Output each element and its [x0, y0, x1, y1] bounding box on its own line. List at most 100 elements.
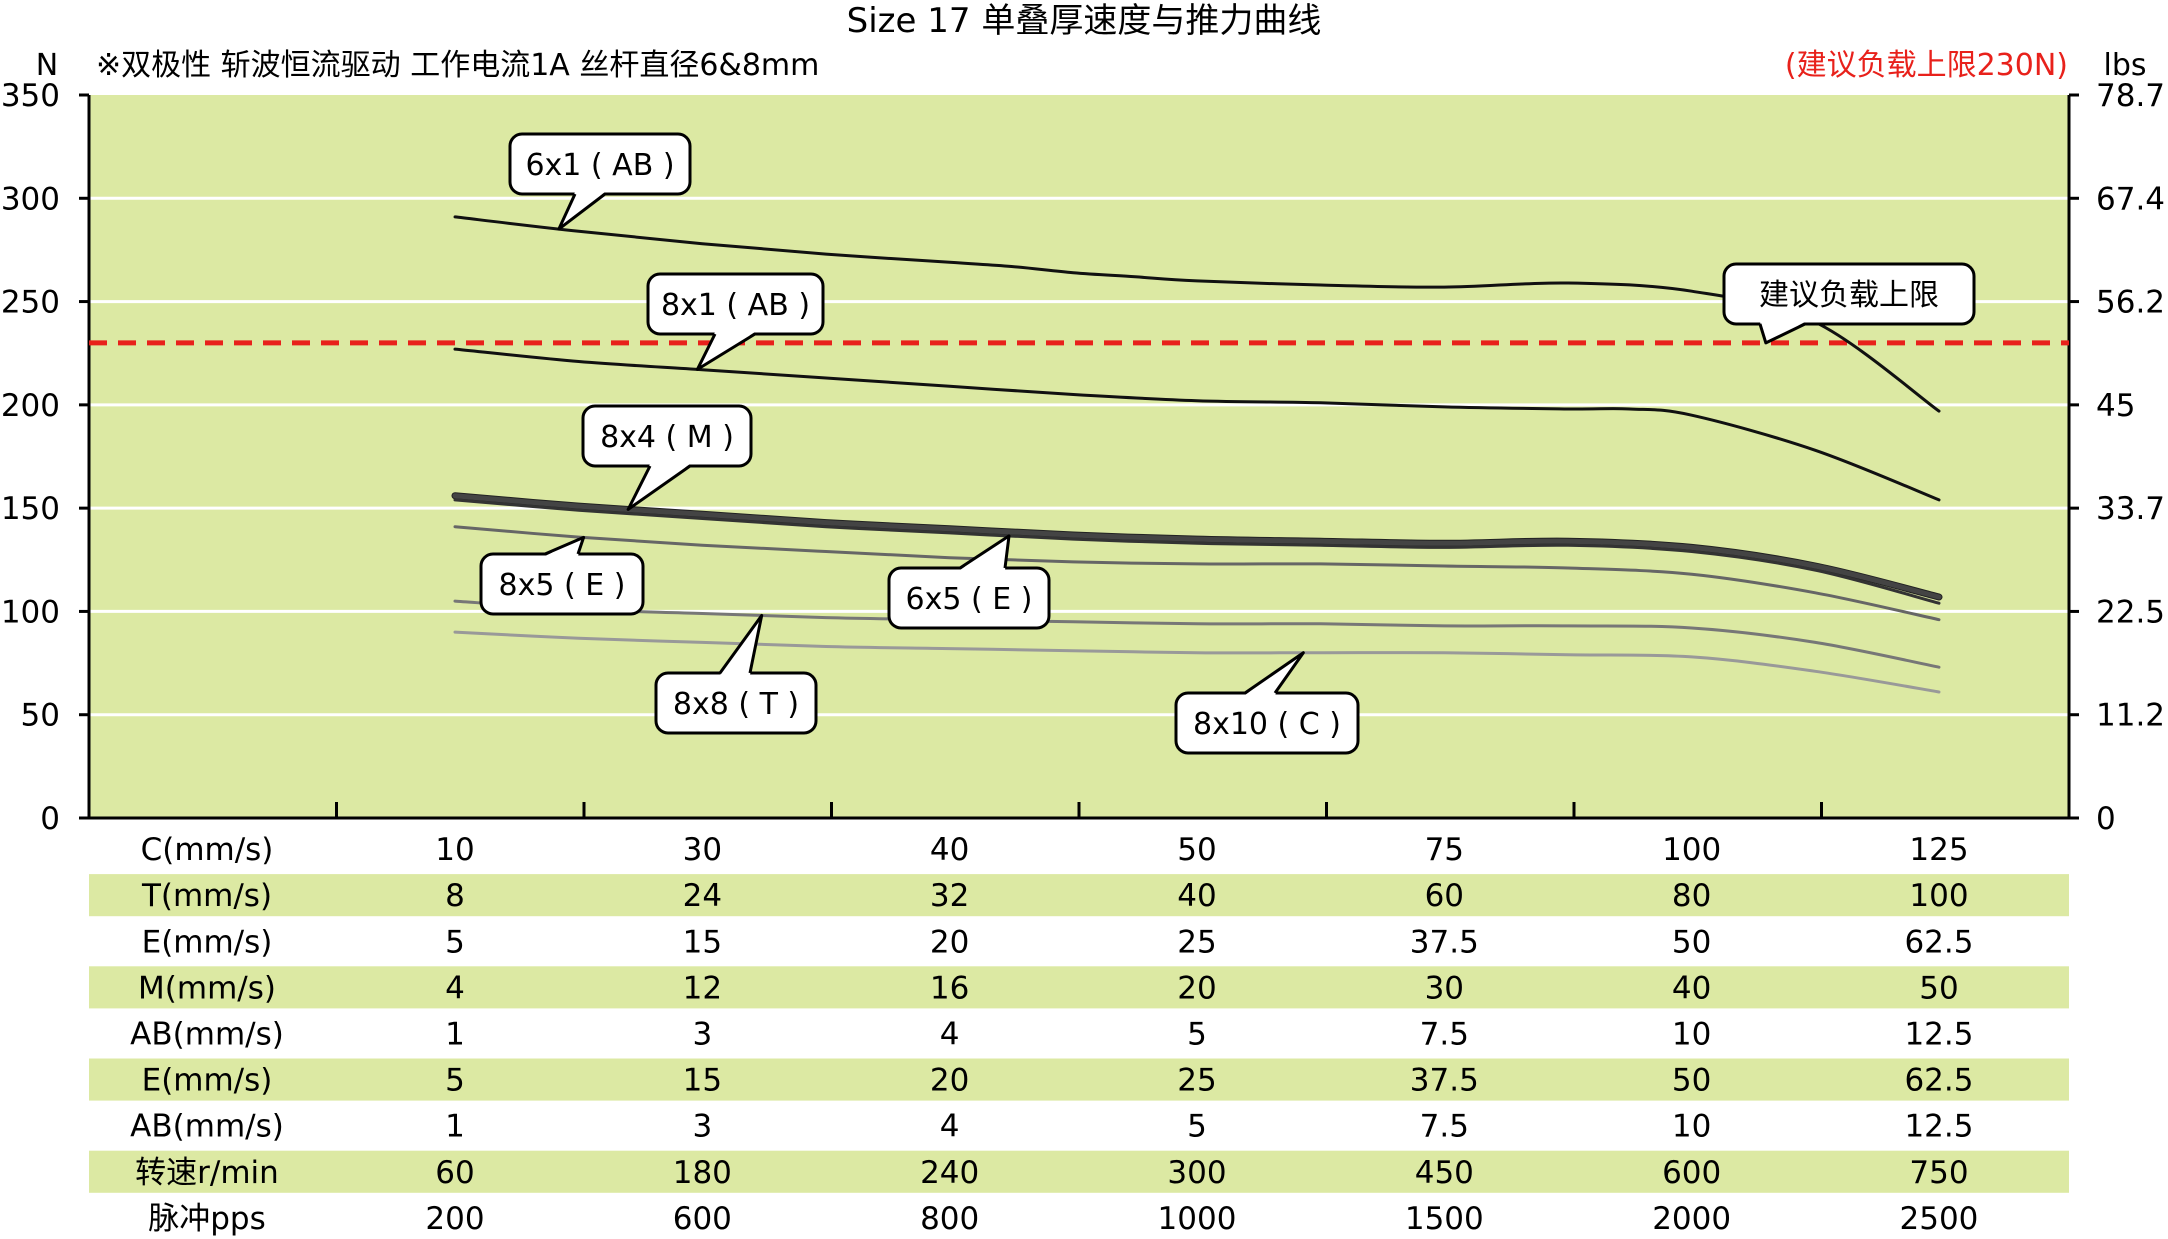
left-tick-label: 300 — [1, 181, 60, 217]
table-cell: 100 — [1662, 832, 1721, 868]
table-cell: 10 — [1672, 1109, 1711, 1145]
right-tick-label: 56.2 — [2096, 285, 2165, 321]
table-cell: 1 — [445, 1109, 465, 1145]
table-cell: 40 — [1177, 878, 1216, 914]
right-tick-label: 33.7 — [2096, 491, 2165, 527]
table-cell: 600 — [1662, 1155, 1721, 1191]
left-tick-label: 100 — [1, 594, 60, 630]
table-row: E(mm/s) 5 15 20 25 37.5 50 62.5 — [89, 1058, 2069, 1101]
table-row: C(mm/s) 10 30 40 50 75 100 125 — [141, 832, 1969, 868]
table-cell: 50 — [1672, 924, 1711, 960]
callout-label: 8x10 ( C ) — [1193, 707, 1341, 742]
callout-label: 建议负载上限 — [1759, 278, 1939, 313]
callout-label: 6x1 ( AB ) — [525, 148, 674, 183]
table-cell: 2500 — [1900, 1201, 1979, 1237]
left-tick-label: 0 — [40, 801, 60, 837]
table-cell: 2000 — [1652, 1201, 1731, 1237]
table-cell: 1000 — [1158, 1201, 1237, 1237]
table-cell: 10 — [435, 832, 474, 868]
table-row-label: T(mm/s) — [141, 878, 272, 914]
table-cell: 24 — [683, 878, 722, 914]
table-cell: 25 — [1177, 1063, 1216, 1099]
left-tick-label: 250 — [1, 285, 60, 321]
series-line — [453, 630, 1941, 694]
callout-pointer — [544, 535, 586, 556]
table-cell: 300 — [1167, 1155, 1226, 1191]
callout-pointer — [1244, 651, 1305, 695]
table-cell: 50 — [1672, 1063, 1711, 1099]
callout-pointer — [1758, 322, 1806, 345]
series-line — [453, 215, 1941, 413]
left-tick-label: 150 — [1, 491, 60, 527]
table-cell: 5 — [445, 1063, 465, 1099]
left-tick-label: 50 — [21, 698, 60, 734]
table-cell: 40 — [1672, 970, 1711, 1006]
table-cell: 7.5 — [1420, 1109, 1469, 1145]
chart-subtitle: ※双极性 斩波恒流驱动 工作电流1A 丝杆直径6&8mm — [96, 48, 819, 83]
right-tick-label: 11.2 — [2096, 698, 2165, 734]
table-row-label: E(mm/s) — [142, 924, 273, 960]
table-row-stripe — [89, 874, 2069, 917]
table-cell: 50 — [1919, 970, 1958, 1006]
table-cell: 60 — [435, 1155, 474, 1191]
callout-pointer — [718, 613, 764, 674]
table-row-stripe — [89, 1150, 2069, 1193]
table-row-label: C(mm/s) — [141, 832, 274, 868]
table-cell: 1 — [445, 1016, 465, 1052]
table-cell: 75 — [1425, 832, 1464, 868]
table-cell: 8 — [445, 878, 465, 914]
table-cell: 20 — [930, 924, 969, 960]
callout: 建议负载上限 — [1722, 262, 1976, 345]
table-cell: 25 — [1177, 924, 1216, 960]
table-cell: 20 — [930, 1063, 969, 1099]
callout: 8x1 ( AB ) — [646, 272, 825, 371]
table-cell: 800 — [920, 1201, 979, 1237]
table-cell: 100 — [1909, 878, 1968, 914]
table-row-stripe — [89, 966, 2069, 1009]
table-cell: 750 — [1909, 1155, 1968, 1191]
right-tick-label: 45 — [2096, 388, 2135, 424]
table-row-label: AB(mm/s) — [130, 1109, 284, 1145]
table-cell: 4 — [940, 1016, 960, 1052]
callout-pointer-fill — [1760, 322, 1805, 343]
table-cell: 12.5 — [1904, 1016, 1973, 1052]
right-tick-label: 0 — [2096, 801, 2116, 837]
left-tick-label: 200 — [1, 388, 60, 424]
table-cell: 60 — [1425, 878, 1464, 914]
right-tick-label: 78.7 — [2096, 78, 2165, 114]
right-axis-ticks: 0 11.2 22.5 33.7 45 56.2 67.4 78.7 — [2069, 78, 2165, 837]
callout: 8x8 ( T ) — [654, 613, 818, 735]
table-cell: 15 — [683, 1063, 722, 1099]
table-cell: 12.5 — [1904, 1109, 1973, 1145]
callout-pointer — [695, 332, 756, 371]
gridlines — [89, 196, 2069, 717]
right-tick-label: 22.5 — [2096, 594, 2165, 630]
callout: 6x1 ( AB ) — [508, 132, 692, 231]
callout-group: 6x1 ( AB ) 8x1 ( AB ) 8x4 ( M ) 8x5 ( E ) 6x… — [479, 132, 1976, 755]
table-cell: 12 — [683, 970, 722, 1006]
load-limit-note: (建议负载上限230N) — [1785, 48, 2068, 83]
table-cell: 450 — [1415, 1155, 1474, 1191]
table-cell: 600 — [673, 1201, 732, 1237]
callout-label: 6x5 ( E ) — [906, 582, 1033, 617]
callout-pointer — [626, 464, 691, 511]
callout-pointer — [959, 534, 1011, 570]
callout-pointer — [557, 192, 606, 231]
table-row: AB(mm/s) 1 3 4 5 7.5 10 12.5 — [130, 1109, 1973, 1145]
table-row-label: M(mm/s) — [138, 970, 276, 1006]
callout-label: 8x8 ( T ) — [673, 687, 799, 722]
table-row: T(mm/s) 8 24 32 40 60 80 100 — [89, 874, 2069, 917]
axes — [87, 95, 2071, 820]
table-row: E(mm/s) 5 15 20 25 37.5 50 62.5 — [142, 924, 1974, 960]
callout: 6x5 ( E ) — [887, 534, 1051, 630]
table-cell: 62.5 — [1904, 924, 1973, 960]
table-cell: 40 — [930, 832, 969, 868]
table-row: AB(mm/s) 1 3 4 5 7.5 10 12.5 — [130, 1016, 1973, 1052]
table-row: 转速r/min 60 180 240 300 450 600 750 — [89, 1150, 2069, 1193]
table-cell: 3 — [692, 1109, 712, 1145]
table-cell: 125 — [1909, 832, 1968, 868]
table-row-label: E(mm/s) — [142, 1063, 273, 1099]
table-cell: 1500 — [1405, 1201, 1484, 1237]
